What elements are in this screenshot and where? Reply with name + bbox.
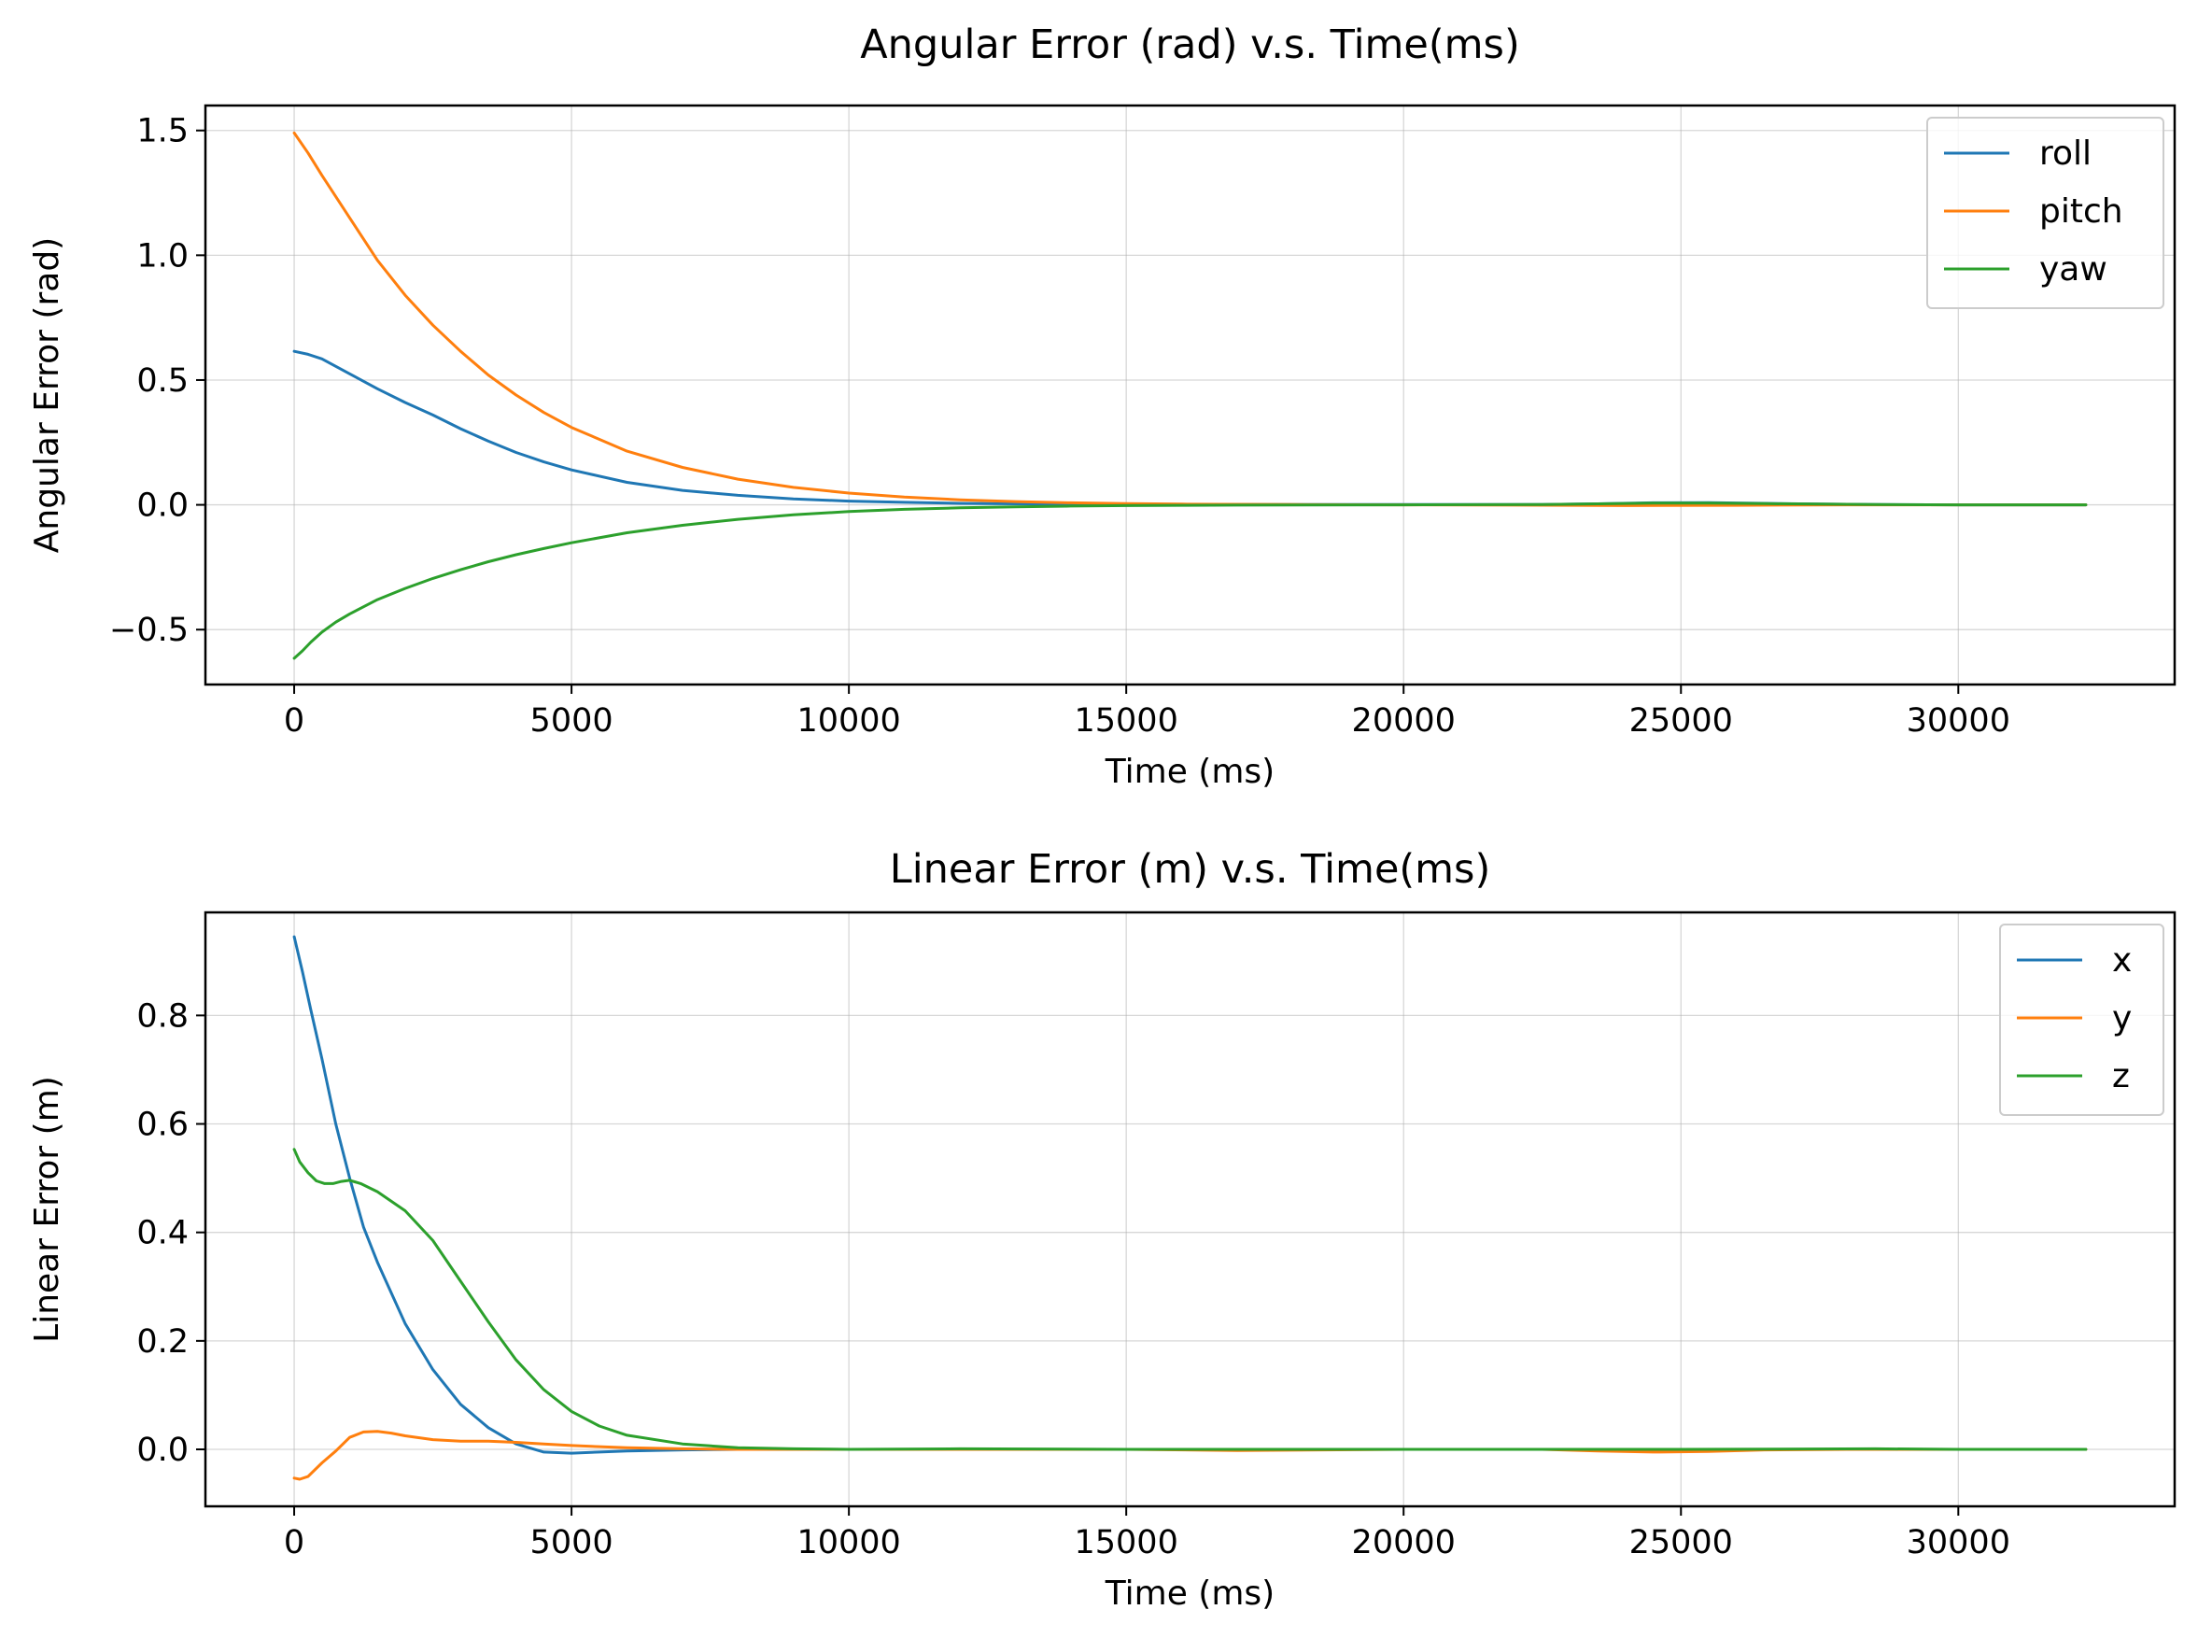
plot-frame [204, 104, 2177, 686]
x-tick-label: 25000 [1629, 1524, 1733, 1561]
y-tick-label: 1.0 [136, 237, 189, 275]
plot-frame [204, 911, 2177, 1508]
y-tick-label: 0.8 [136, 997, 189, 1035]
x-tick-label: 30000 [1907, 702, 2010, 740]
y-tick-label: 0.0 [136, 1432, 189, 1469]
series-line-x [292, 935, 2088, 1455]
x-tick-label: 15000 [1075, 1524, 1178, 1561]
x-tick-label: 15000 [1075, 702, 1178, 740]
x-tick-label: 20000 [1352, 702, 1456, 740]
x-tick-label: 25000 [1629, 702, 1733, 740]
series-line-roll [292, 349, 2088, 507]
x-tick-label: 20000 [1352, 1524, 1456, 1561]
series-line-z [292, 1148, 2088, 1451]
y-axis-label: Angular Error (rad) [28, 237, 66, 553]
x-tick-label: 5000 [530, 702, 613, 740]
y-tick-label: 0.5 [136, 362, 189, 400]
legend: xyz [1999, 924, 2164, 1116]
x-tick-label: 10000 [796, 1524, 900, 1561]
chart-title: Angular Error (rad) v.s. Time(ms) [860, 21, 1519, 68]
legend: roll pitch yaw [1926, 117, 2164, 309]
x-axis-label: Time (ms) [1105, 1574, 1275, 1613]
legend-label-z: z [2112, 1057, 2130, 1095]
legend-box [1999, 924, 2164, 1116]
y-tick-label: 0.2 [136, 1323, 189, 1361]
y-tick-label: 0.4 [136, 1215, 189, 1252]
y-axis-label: Linear Error (m) [28, 1076, 66, 1343]
legend-label-yaw: yaw [2039, 250, 2107, 289]
x-tick-label: 10000 [796, 702, 900, 740]
legend-label-y: y [2112, 999, 2132, 1038]
x-tick-label: 0 [284, 702, 304, 740]
legend-label-roll: roll [2039, 134, 2092, 173]
legend-box [1926, 117, 2164, 309]
y-tick-label: 0.0 [136, 487, 189, 525]
x-tick-label: 0 [284, 1524, 304, 1561]
x-axis-label: Time (ms) [1105, 753, 1275, 791]
chart-title: Linear Error (m) v.s. Time(ms) [890, 846, 1491, 893]
y-tick-label: 0.6 [136, 1107, 189, 1144]
series-line-yaw [292, 501, 2088, 660]
angular-error-plot: 0 5000 10000 15000 20000 25000 30000 −0.5 0.0 0.5… [28, 21, 2177, 791]
x-tick-label: 5000 [530, 1524, 613, 1561]
legend-label-pitch: pitch [2039, 192, 2123, 231]
series-line-pitch [292, 131, 2088, 507]
x-tick-label: 30000 [1907, 1524, 2010, 1561]
legend-label-x: x [2112, 941, 2132, 980]
y-tick-label: −0.5 [109, 612, 189, 649]
linear-error-plot: 0 5000 10000 15000 20000 25000 30000 0.0 0.2 0.4 0… [28, 846, 2177, 1613]
series-line-y [292, 1430, 2088, 1481]
y-tick-label: 1.5 [136, 113, 189, 150]
